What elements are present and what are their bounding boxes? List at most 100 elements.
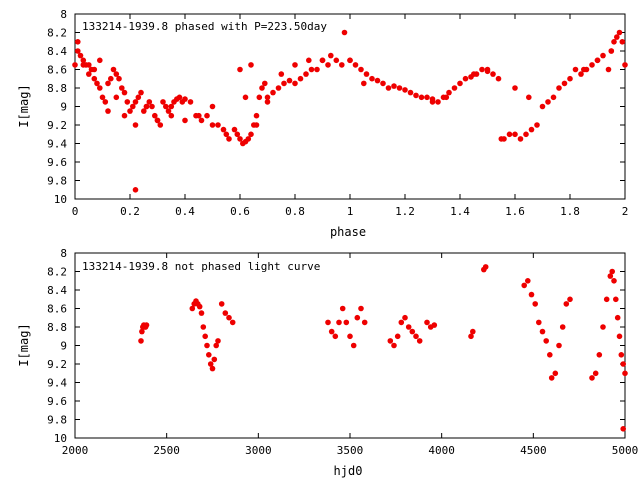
data-point <box>91 66 98 73</box>
data-point <box>611 39 617 45</box>
unphased-y-tick-label: 8.2 <box>47 266 67 279</box>
data-point <box>539 328 546 335</box>
data-point <box>157 122 164 128</box>
phased-y-tick-label: 9.4 <box>47 138 67 151</box>
data-point <box>402 87 408 93</box>
data-point <box>343 319 350 326</box>
data-point <box>589 62 595 68</box>
data-point <box>407 89 414 96</box>
unphased-plot-y-label: I[mag] <box>17 323 31 366</box>
phased-y-tick-label: 8.6 <box>47 64 67 77</box>
data-point <box>226 136 232 142</box>
data-point <box>611 278 617 284</box>
data-point <box>525 278 531 284</box>
phased-y-tick-label: 8.2 <box>47 27 67 40</box>
data-point <box>548 375 555 381</box>
data-point <box>607 273 614 279</box>
data-point <box>470 328 476 335</box>
data-point <box>127 108 133 114</box>
data-point <box>229 319 236 326</box>
data-point <box>413 333 419 340</box>
unphased-y-tick-label: 9.2 <box>47 358 67 371</box>
data-point <box>354 314 361 321</box>
data-point <box>278 71 285 77</box>
data-point <box>143 322 150 328</box>
phased-x-tick-label: 0.2 <box>120 205 140 218</box>
data-point <box>72 62 78 68</box>
data-point <box>237 66 243 73</box>
data-point <box>135 94 142 101</box>
data-point <box>347 333 353 340</box>
phased-y-tick-label: 8.4 <box>47 45 67 58</box>
data-point <box>512 85 518 91</box>
data-point <box>622 370 628 377</box>
data-point <box>581 66 587 73</box>
data-point <box>482 264 489 270</box>
data-point <box>176 94 183 101</box>
data-point <box>256 94 263 101</box>
data-point <box>550 94 557 101</box>
data-point <box>138 89 144 96</box>
phased-x-tick-label: 1.4 <box>450 205 470 218</box>
data-point <box>234 131 241 138</box>
data-point <box>539 103 546 110</box>
data-point <box>521 282 527 289</box>
data-point <box>108 75 114 82</box>
data-point <box>218 301 225 307</box>
data-point <box>275 85 282 91</box>
data-point <box>132 122 139 128</box>
data-point <box>616 333 623 340</box>
phased-x-tick-label: 0 <box>72 205 79 218</box>
data-point <box>196 303 203 310</box>
data-point <box>380 80 386 87</box>
data-point <box>622 62 628 68</box>
data-point <box>281 80 287 87</box>
data-point <box>325 319 331 326</box>
data-point <box>105 80 111 87</box>
data-point <box>416 338 423 344</box>
data-point <box>262 80 268 87</box>
phased-y-tick-label: 9.6 <box>47 156 67 169</box>
phased-plot-x-label: phase <box>330 225 366 239</box>
data-point <box>596 352 603 358</box>
data-point <box>613 296 619 303</box>
data-point <box>292 80 298 87</box>
data-point <box>231 126 238 133</box>
data-point <box>196 112 202 119</box>
data-point <box>154 117 161 124</box>
phased-y-tick-label: 10 <box>54 193 67 206</box>
unphased-x-tick-label: 4500 <box>520 444 547 457</box>
data-point <box>139 328 145 335</box>
unphased-x-tick-label: 4000 <box>428 444 455 457</box>
phased-x-tick-label: 0.4 <box>175 205 195 218</box>
data-point <box>457 80 463 87</box>
data-point <box>204 342 210 349</box>
data-point <box>124 99 131 105</box>
data-point <box>264 99 271 105</box>
data-point <box>86 71 92 77</box>
unphased-y-tick-label: 8.8 <box>47 321 67 334</box>
data-point <box>567 296 573 303</box>
data-point <box>350 342 357 349</box>
data-point <box>165 108 172 114</box>
phased-plot-title: 133214-1939.8 phased with P=223.50day <box>82 20 327 33</box>
data-point <box>105 108 111 114</box>
data-point <box>526 94 532 101</box>
unphased-x-tick-label: 5000 <box>612 444 639 457</box>
data-point <box>215 122 221 128</box>
unphased-plot-frame <box>74 252 626 439</box>
data-point <box>113 94 120 101</box>
unphased-y-tick-label: 8.6 <box>47 303 67 316</box>
data-point <box>614 314 621 321</box>
data-point <box>209 103 216 110</box>
data-point <box>517 136 524 142</box>
data-point <box>292 62 298 68</box>
data-point <box>253 112 260 119</box>
data-point <box>121 112 128 119</box>
data-point <box>609 268 615 275</box>
data-point <box>339 305 346 312</box>
data-point <box>451 85 458 91</box>
data-point <box>352 62 359 68</box>
data-point <box>490 71 496 77</box>
unphased-y-tick-label: 9.8 <box>47 414 67 427</box>
